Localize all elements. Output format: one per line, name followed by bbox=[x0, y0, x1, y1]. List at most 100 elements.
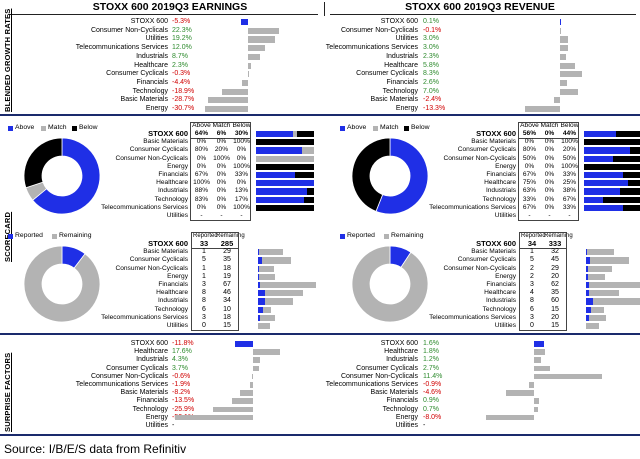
sector-bar bbox=[560, 53, 566, 60]
results-cell-below: - bbox=[240, 212, 243, 219]
legend-swatch-remaining bbox=[384, 234, 389, 239]
results-stack-bar-segment bbox=[584, 172, 623, 179]
results-stack-bar-segment bbox=[584, 139, 640, 146]
results-table-rule bbox=[190, 138, 251, 140]
reported-index-remaining: 333 bbox=[548, 239, 562, 248]
reported-cell-reported: 3 bbox=[530, 313, 534, 321]
reported-index-remaining: 285 bbox=[220, 239, 234, 248]
bar-category-label: Consumer Cyclicals bbox=[106, 70, 168, 78]
sector-bar bbox=[175, 414, 253, 421]
reported-cell-remaining: 67 bbox=[223, 281, 231, 288]
results-cell-below: 13% bbox=[234, 187, 249, 195]
bar-value-label: 8.7% bbox=[172, 52, 188, 60]
reported-cell-remaining: 34 bbox=[223, 297, 231, 305]
reported-row-name: Energy bbox=[495, 272, 516, 280]
results-cell-match: 0% bbox=[544, 187, 555, 195]
pie-slice bbox=[23, 245, 101, 323]
remaining-bar-segment bbox=[588, 314, 606, 321]
results-col-header-above: Above bbox=[520, 122, 539, 129]
bar-value-label: 2.6% bbox=[423, 78, 439, 86]
bar-value-label: 19.2% bbox=[172, 35, 192, 43]
reported-bar-segment bbox=[586, 257, 591, 264]
bar-value-label: -4.6% bbox=[423, 389, 442, 397]
results-stack-bar-segment bbox=[584, 188, 621, 195]
reported-cell-reported: 6 bbox=[202, 305, 206, 313]
results-cell-below: 0% bbox=[236, 146, 247, 154]
reported-index-reported: 34 bbox=[527, 239, 537, 248]
bar-value-label: 11.4% bbox=[423, 372, 443, 380]
results-cell-match: - bbox=[548, 212, 551, 219]
bar-category-label: Financials bbox=[136, 78, 168, 86]
bar-value-label: -30.7% bbox=[172, 105, 195, 112]
bar-value-label: - bbox=[172, 422, 175, 429]
results-cell-above: - bbox=[200, 212, 203, 219]
sector-bar bbox=[247, 71, 249, 78]
bar-value-label: -13.5% bbox=[172, 397, 195, 405]
reported-cell-remaining: 19 bbox=[223, 272, 231, 280]
results-index-stack-bar-segment bbox=[293, 131, 297, 138]
reported-cell-reported: 1 bbox=[202, 248, 206, 256]
bar-category-label: Industrials bbox=[136, 356, 168, 364]
results-cell-below: 33% bbox=[234, 171, 249, 178]
sector-bar bbox=[253, 365, 259, 372]
results-stack-bar-segment bbox=[294, 172, 314, 179]
results-stack-bar-segment bbox=[256, 196, 305, 203]
reported-row-name: Technology bbox=[482, 305, 516, 313]
reported-index-reported: 33 bbox=[199, 239, 209, 248]
bar-category-label: Industrials bbox=[386, 356, 418, 364]
results-stack-bar-segment bbox=[306, 188, 314, 195]
reported-cell-remaining: 29 bbox=[551, 264, 559, 272]
reported-row-name: Consumer Cyclicals bbox=[129, 256, 188, 264]
results-col-header-above: Above bbox=[192, 122, 211, 129]
results-row-name: Telecommunications Services bbox=[101, 203, 188, 211]
bar-category-label: Consumer Non-Cyclicals bbox=[340, 26, 418, 34]
bar-value-label: -0.3% bbox=[172, 70, 191, 78]
reported-bar-segment bbox=[258, 257, 263, 264]
reported-row-name: Energy bbox=[167, 272, 188, 280]
results-cell-above: - bbox=[528, 212, 531, 219]
reported-bar-segment bbox=[586, 249, 587, 256]
legend-label-above: Above bbox=[347, 124, 367, 131]
results-index-below: 30% bbox=[234, 130, 249, 137]
sector-bar bbox=[534, 373, 603, 380]
sector-bar bbox=[534, 349, 545, 355]
results-col-header-below: Below bbox=[560, 122, 579, 129]
results-cell-above: 0% bbox=[524, 138, 535, 146]
bar-category-label: Technology bbox=[132, 405, 168, 413]
earnings-results-donut bbox=[23, 137, 101, 215]
reported-col-header-reported: Reported bbox=[521, 233, 546, 239]
sector-bar bbox=[240, 390, 253, 396]
bar-value-label: -11.8% bbox=[172, 340, 194, 347]
sector-bar bbox=[241, 79, 248, 87]
results-index-stack-bar-segment bbox=[296, 131, 314, 138]
remaining-bar-segment bbox=[264, 298, 293, 305]
results-cell-above: 50% bbox=[522, 154, 537, 162]
results-cell-below: 100% bbox=[233, 203, 250, 211]
reported-row-name: Telecommunications Services bbox=[429, 313, 516, 321]
remaining-bar-segment bbox=[587, 265, 613, 272]
results-row-name: Consumer Cyclicals bbox=[457, 146, 516, 154]
reported-cell-reported: 3 bbox=[202, 313, 206, 321]
results-row-name: Utilities bbox=[494, 212, 516, 219]
results-cell-below: 0% bbox=[236, 154, 247, 162]
bar-value-label: -8.0% bbox=[423, 413, 442, 421]
results-stack-bar-segment bbox=[302, 147, 314, 154]
bar-category-label: Industrials bbox=[136, 52, 168, 60]
reported-bar-segment bbox=[258, 282, 261, 289]
bar-category-label: Telecommunications Services bbox=[75, 44, 168, 52]
index-bar bbox=[534, 341, 544, 347]
bar-value-label: 8.3% bbox=[423, 70, 439, 78]
sector-bar bbox=[486, 414, 534, 421]
bar-category-label: Basic Materials bbox=[370, 389, 418, 397]
bar-category-label: Healthcare bbox=[384, 348, 418, 356]
results-row-name: Consumer Non-Cyclicals bbox=[443, 154, 516, 162]
reported-cell-reported: 4 bbox=[530, 289, 534, 297]
results-row-name: Healthcare bbox=[484, 179, 516, 187]
results-stack-bar-segment bbox=[256, 180, 314, 187]
bar-category-label: Utilities bbox=[145, 422, 168, 429]
bar-value-label: 3.0% bbox=[423, 35, 439, 43]
bar-value-label: 1.8% bbox=[423, 348, 439, 356]
bar-value-label: 1.2% bbox=[423, 356, 439, 364]
results-cell-below: - bbox=[568, 212, 571, 219]
reported-row-name: Financials bbox=[158, 281, 188, 288]
